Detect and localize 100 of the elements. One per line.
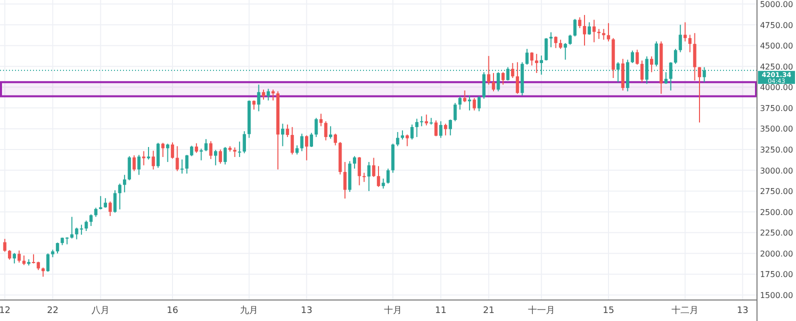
candlestick bbox=[444, 123, 448, 136]
candlestick bbox=[478, 96, 481, 112]
candlestick bbox=[305, 134, 308, 161]
candlestick bbox=[8, 250, 12, 260]
candlestick bbox=[434, 120, 438, 137]
y-tick-label: 4750.00 bbox=[760, 20, 794, 30]
candlestick bbox=[400, 130, 404, 140]
x-tick-label: 12 bbox=[0, 306, 11, 316]
candlestick bbox=[573, 18, 577, 37]
candlestick bbox=[606, 22, 610, 42]
candlestick bbox=[262, 89, 266, 100]
candlestick bbox=[688, 34, 692, 53]
candlestick bbox=[448, 119, 452, 136]
y-tick-label: 4250.00 bbox=[760, 62, 794, 72]
candlestick bbox=[492, 72, 496, 92]
candlestick bbox=[468, 94, 472, 111]
candlestick bbox=[544, 38, 548, 62]
candlestick bbox=[166, 143, 170, 162]
candlestick bbox=[554, 36, 558, 49]
candlestick bbox=[137, 154, 141, 176]
candlestick bbox=[108, 200, 112, 217]
candlestick bbox=[640, 60, 644, 83]
x-tick-label: 21 bbox=[482, 306, 494, 316]
candlestick bbox=[132, 154, 136, 172]
x-tick-label: 十二月 bbox=[672, 305, 699, 316]
candlestick bbox=[358, 156, 361, 186]
x-tick-label: 13 bbox=[736, 306, 748, 316]
candlestick bbox=[334, 133, 337, 146]
candlestick bbox=[372, 157, 376, 178]
x-tick-label: 16 bbox=[166, 306, 178, 316]
candlestick bbox=[410, 124, 414, 140]
candlestick bbox=[376, 166, 380, 188]
y-tick-label: 2500.00 bbox=[760, 208, 794, 217]
candlestick bbox=[204, 138, 208, 152]
x-tick-label: 十一月 bbox=[528, 305, 555, 316]
candlestick bbox=[463, 90, 466, 103]
candlestick bbox=[424, 114, 428, 126]
y-tick-label: 3000.00 bbox=[760, 166, 794, 176]
candlestick bbox=[152, 150, 155, 170]
candlestick bbox=[233, 146, 236, 158]
candlestick bbox=[558, 39, 562, 50]
y-tick-label: 1750.00 bbox=[760, 270, 794, 280]
candlestick bbox=[678, 24, 682, 53]
candlestick bbox=[328, 126, 332, 140]
candlestick bbox=[218, 149, 222, 164]
y-tick-label: 4500.00 bbox=[760, 42, 794, 51]
x-tick-label: 九月 bbox=[240, 305, 258, 316]
candlestick bbox=[156, 142, 160, 168]
x-tick-label: 13 bbox=[300, 306, 312, 316]
candlestick bbox=[654, 40, 658, 67]
y-tick-label: 4000.00 bbox=[760, 83, 794, 92]
y-tick-label: 1500.00 bbox=[760, 291, 794, 300]
candlestick bbox=[281, 123, 284, 147]
candlestick bbox=[578, 16, 582, 29]
y-tick-label: 3750.00 bbox=[760, 104, 794, 113]
x-tick-label: 十月 bbox=[384, 305, 402, 316]
y-tick-label: 3250.00 bbox=[760, 146, 794, 154]
candlestick bbox=[319, 113, 323, 127]
x-tick-label: 15 bbox=[602, 306, 614, 316]
candlestick bbox=[242, 130, 246, 154]
candlestick bbox=[439, 120, 442, 138]
candlestick bbox=[286, 124, 290, 138]
candlestick bbox=[362, 172, 366, 182]
candlestick bbox=[487, 55, 490, 86]
candlestick bbox=[602, 28, 606, 40]
candlestick bbox=[170, 142, 174, 160]
candlestick bbox=[194, 142, 198, 154]
candlestick bbox=[693, 32, 696, 81]
y-tick-label: 3500.00 bbox=[760, 124, 794, 134]
y-tick-label: 2750.00 bbox=[760, 187, 794, 196]
candlestick bbox=[122, 174, 126, 193]
candlestick bbox=[501, 72, 505, 86]
candlestick bbox=[46, 252, 50, 272]
candlestick bbox=[185, 154, 188, 174]
candlestick bbox=[3, 238, 6, 252]
candlestick bbox=[190, 145, 194, 157]
candlestick bbox=[113, 190, 117, 214]
candlestick bbox=[56, 242, 60, 254]
candlestick bbox=[310, 132, 314, 148]
candlestick bbox=[588, 22, 591, 36]
candlestick bbox=[525, 48, 529, 66]
candlestick bbox=[382, 178, 385, 190]
candlestick bbox=[257, 84, 260, 112]
candlestick bbox=[324, 120, 328, 141]
candlestick bbox=[209, 140, 212, 160]
candlestick bbox=[161, 142, 164, 158]
candlestick bbox=[142, 150, 146, 166]
candlestick bbox=[530, 52, 534, 66]
x-tick-label: 八月 bbox=[92, 305, 110, 316]
x-tick-label: 22 bbox=[46, 306, 58, 316]
y-tick-label: 2000.00 bbox=[760, 249, 794, 258]
candlestick bbox=[406, 134, 409, 147]
candlestick bbox=[214, 149, 218, 166]
candlestick bbox=[582, 14, 586, 46]
candlestick bbox=[511, 62, 514, 78]
candlestick bbox=[290, 126, 294, 155]
candlestick bbox=[266, 88, 270, 101]
candlestick bbox=[636, 49, 639, 66]
candlestick bbox=[367, 161, 371, 192]
candlestick bbox=[22, 255, 26, 266]
